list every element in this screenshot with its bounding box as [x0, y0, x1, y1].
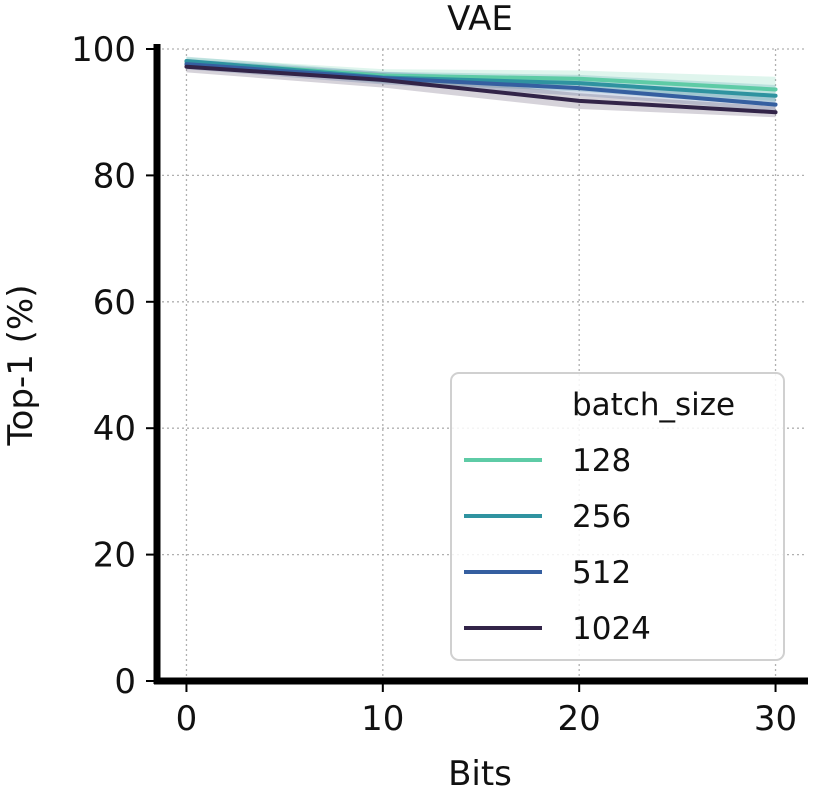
y-tick-label: 80: [93, 156, 136, 196]
legend-label-1024: 1024: [572, 611, 651, 647]
x-axis-label: Bits: [448, 754, 512, 794]
x-tick-label: 10: [361, 699, 404, 739]
y-tick-label: 20: [93, 536, 136, 576]
legend-box: [450, 372, 785, 661]
legend-label-256: 256: [572, 499, 631, 535]
y-tick-label: 60: [93, 283, 136, 323]
y-tick-label: 0: [114, 662, 136, 702]
x-tick-label: 20: [558, 699, 601, 739]
legend-label-512: 512: [572, 555, 631, 591]
y-tick-label: 40: [93, 409, 136, 449]
legend-label-128: 128: [572, 443, 631, 479]
x-tick-label: 0: [176, 699, 198, 739]
legend: batch_size 128 256 512 1024: [450, 372, 785, 661]
legend-title: batch_size: [572, 387, 735, 423]
line-series-512: [184, 62, 778, 107]
x-ticks: 0 10 20 30: [176, 681, 797, 739]
series-lines: [184, 59, 778, 115]
x-tick-label: 30: [754, 699, 797, 739]
y-axis-label: Top-1 (%): [1, 285, 41, 447]
y-ticks: 0 20 40 60 80 100: [71, 30, 157, 702]
legend-items: 128 256 512 1024: [464, 443, 651, 647]
line-series-1024: [184, 64, 778, 115]
y-tick-label: 100: [71, 30, 136, 70]
chart-title: VAE: [447, 0, 513, 39]
